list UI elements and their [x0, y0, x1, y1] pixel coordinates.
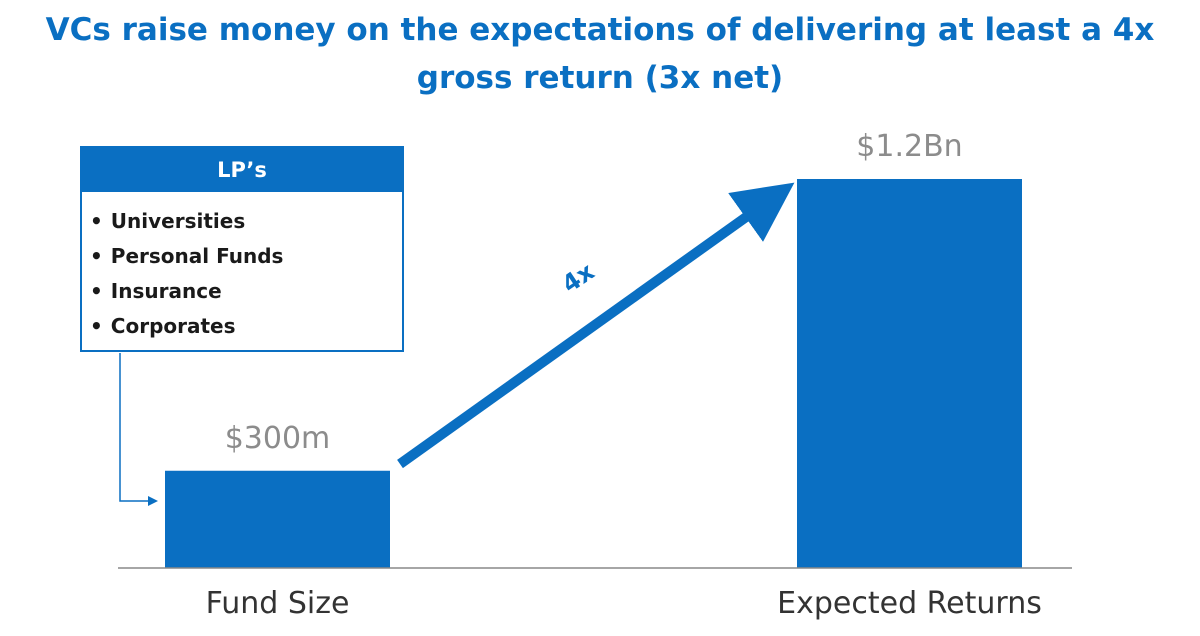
lp-item-personal-funds: Personal Funds: [90, 239, 402, 274]
lp-item-universities: Universities: [90, 204, 402, 239]
bar-fund-size: [165, 470, 390, 568]
bars-group: [165, 179, 1022, 568]
title-line-1: VCs raise money on the expectations of d…: [45, 12, 1155, 48]
lp-connector-arrow: [119, 353, 158, 506]
value-label-expected-returns: $1.2Bn: [856, 129, 963, 164]
lp-box: LP’s Universities Personal Funds Insuran…: [80, 146, 404, 352]
lp-box-header: LP’s: [82, 148, 402, 192]
lp-item-insurance: Insurance: [90, 274, 402, 309]
title-line-2: gross return (3x net): [416, 60, 784, 96]
growth-arrow: [397, 182, 795, 469]
category-label-fund-size: Fund Size: [205, 586, 350, 621]
category-label-expected-returns: Expected Returns: [777, 586, 1042, 621]
chart-title: VCs raise money on the expectations of d…: [0, 6, 1200, 102]
lp-list: Universities Personal Funds Insurance Co…: [82, 192, 402, 344]
value-label-fund-size: $300m: [224, 420, 331, 456]
bar-expected-returns: [797, 179, 1022, 568]
lp-item-corporates: Corporates: [90, 309, 402, 344]
